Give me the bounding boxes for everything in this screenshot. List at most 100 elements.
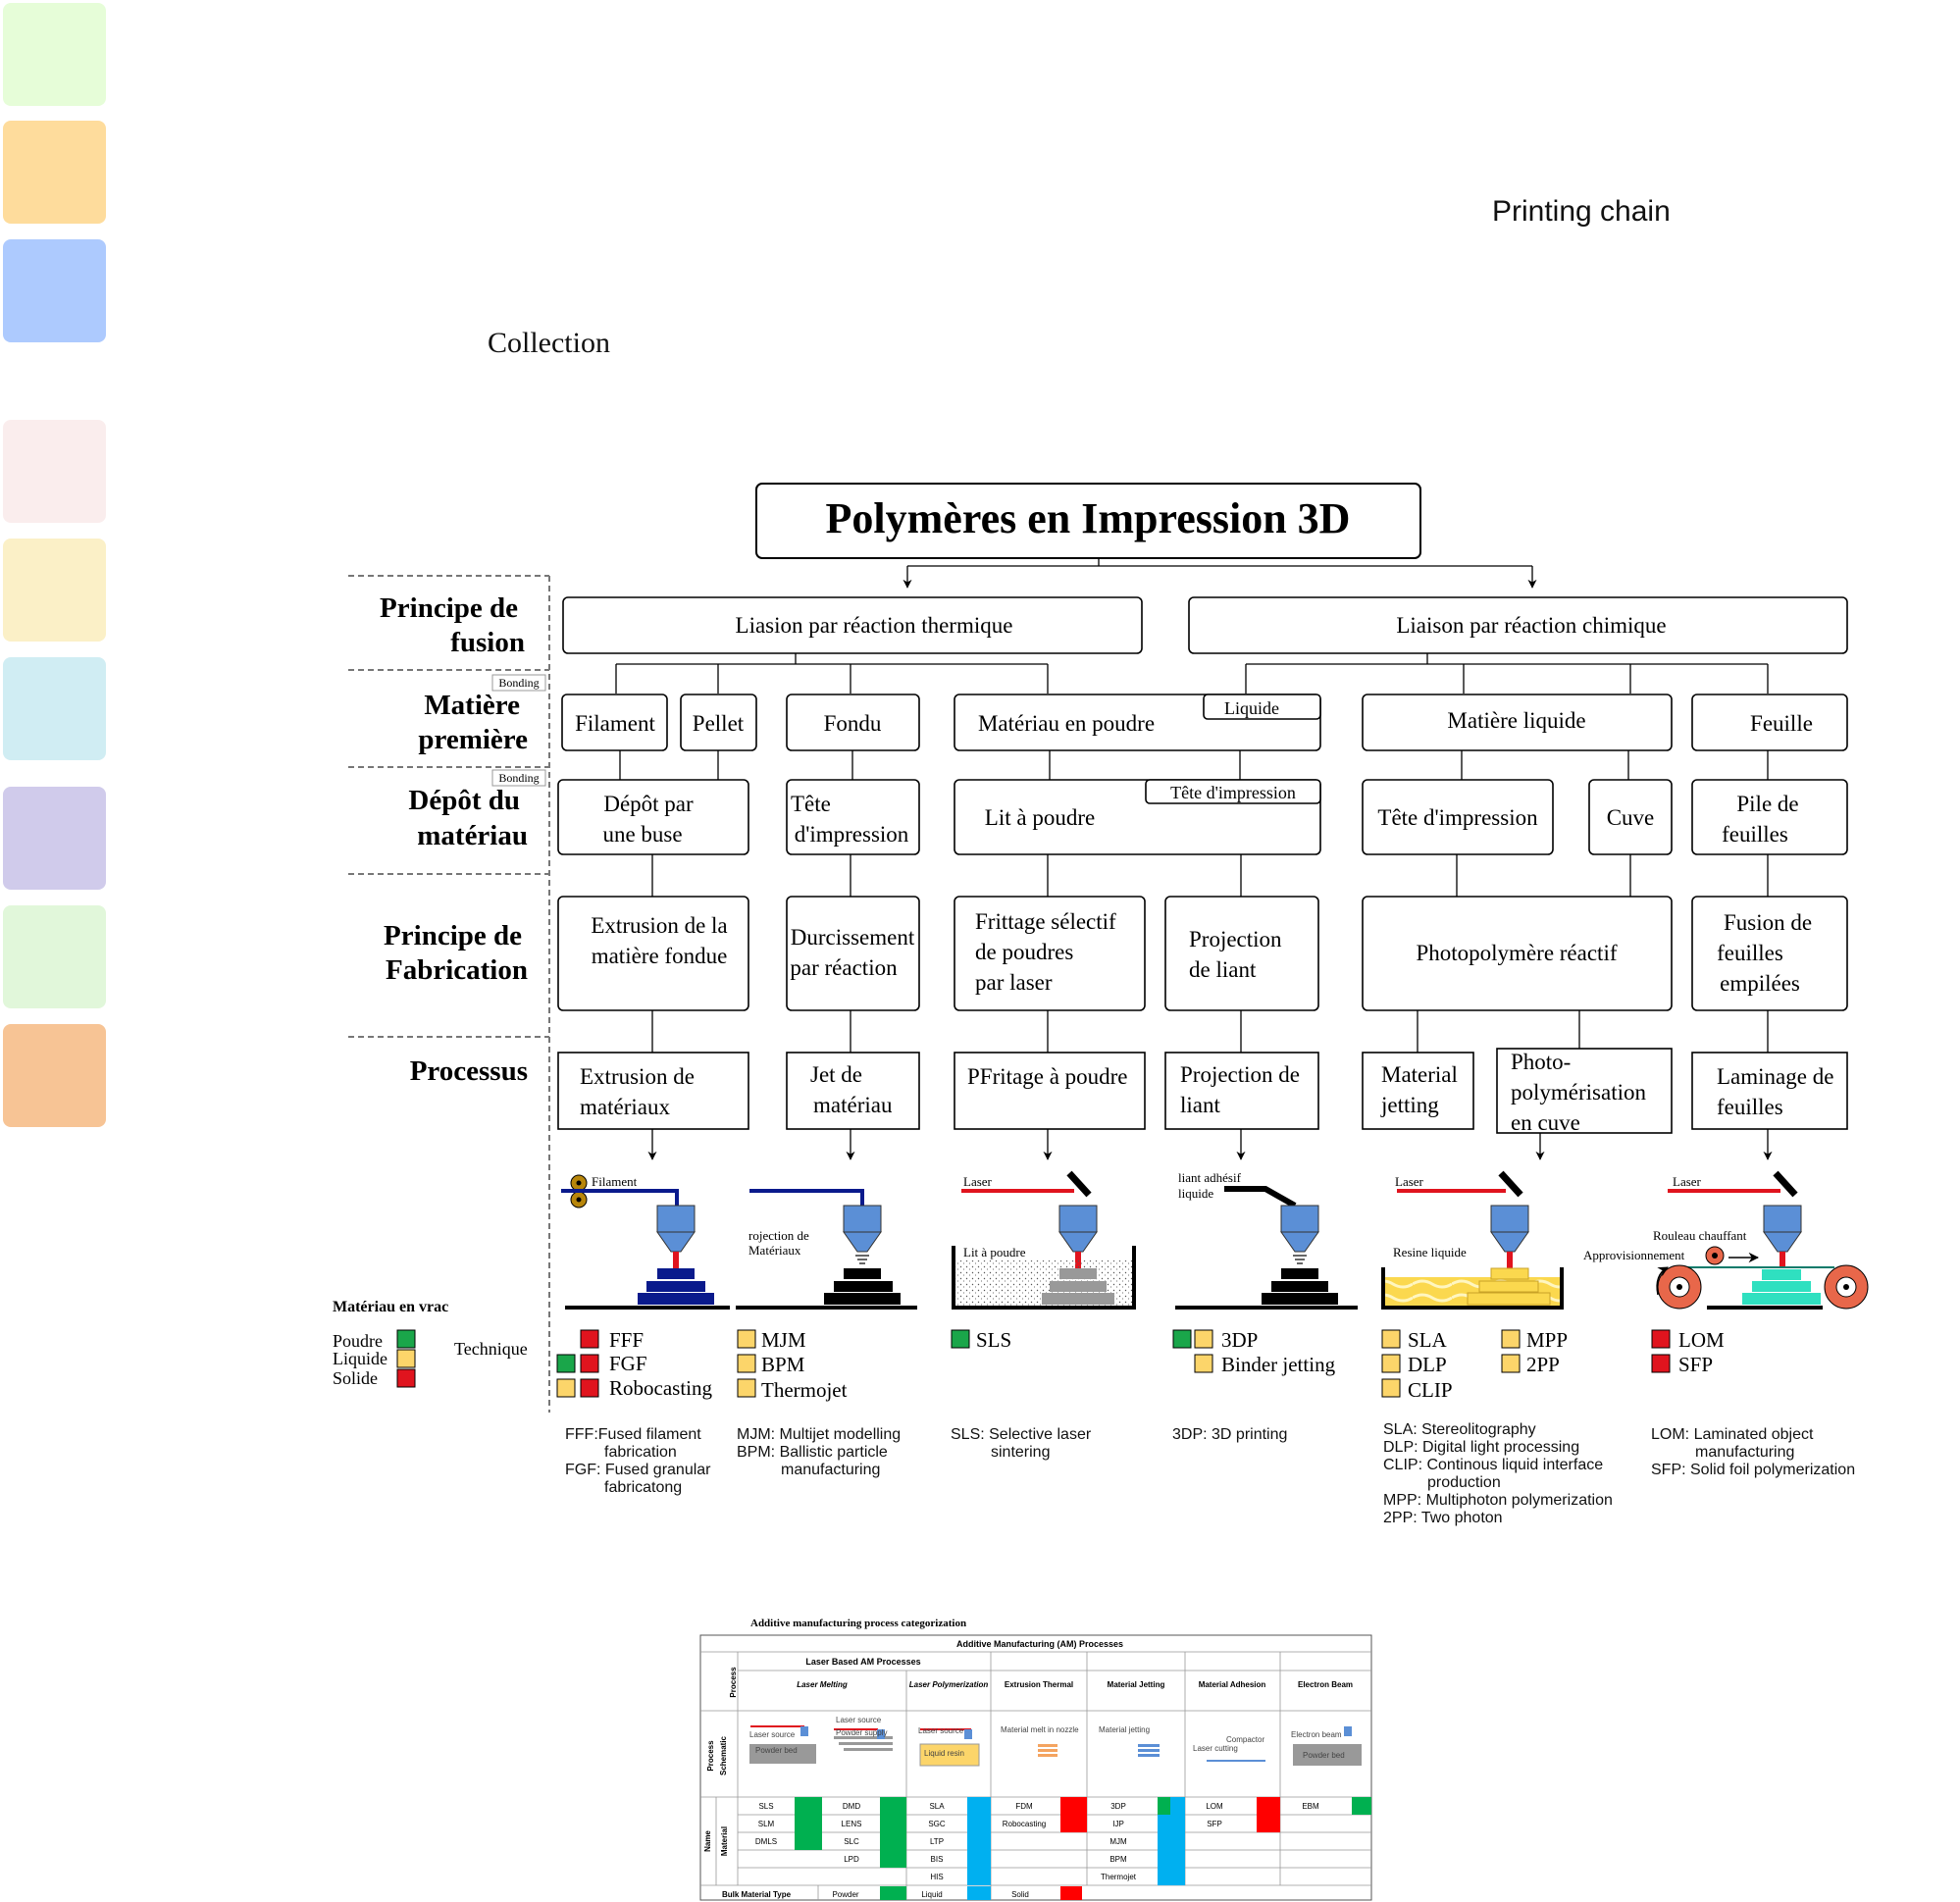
fab-frittage-label-3: par laser — [975, 970, 1053, 995]
tbl-name: EBM — [1302, 1802, 1319, 1811]
row-label-processus: Processus — [410, 1055, 528, 1087]
tech-lom: LOM — [1678, 1328, 1725, 1352]
legend: Matériau en vrac Poudre Liquide Solide T… — [333, 1299, 528, 1388]
row-label-fabrication-2: Fabrication — [386, 954, 528, 986]
branch-thermique-label: Liasion par réaction thermique — [736, 613, 1013, 638]
proc-photopoly-label-1: Photo- — [1511, 1050, 1571, 1074]
sch-label: Powder bed — [1303, 1751, 1345, 1760]
fn-photo-1: SLA: Stereolitography — [1383, 1421, 1536, 1438]
fab-fusion-label-2: feuilles — [1717, 941, 1783, 965]
tech-liquide-swatch — [556, 1378, 576, 1398]
tbl-name: Robocasting — [1003, 1820, 1046, 1828]
depot-pile-label-2: feuilles — [1722, 822, 1788, 847]
proc-extrusion-label-1: Extrusion de — [580, 1064, 695, 1089]
fab-projection-box — [1164, 896, 1319, 1011]
depot-tete-tag-label: Tête d'impression — [1170, 783, 1296, 802]
tbl-bulk-label: Bulk Material Type — [722, 1890, 792, 1899]
sch-label: Powder supply — [836, 1728, 887, 1737]
tech-liquide-swatch — [1194, 1354, 1213, 1373]
tech-solide-swatch — [1651, 1354, 1671, 1373]
tbl-name: LOM — [1206, 1802, 1223, 1811]
tech-liquide-swatch — [737, 1354, 756, 1373]
table-header: Additive Manufacturing (AM) Processes — [956, 1639, 1123, 1649]
tbl-name: LENS — [842, 1820, 862, 1828]
proc-laminage-label-2: feuilles — [1717, 1095, 1783, 1119]
proc-laminage-box — [1691, 1052, 1848, 1130]
fab-fusion-label-3: empilées — [1720, 971, 1800, 996]
sch-label: Laser source — [749, 1730, 796, 1739]
color-swatch[interactable] — [3, 3, 106, 106]
color-swatch[interactable] — [3, 905, 106, 1008]
legend-solide: Solide — [333, 1368, 378, 1388]
tbl-name: MJM — [1109, 1837, 1127, 1846]
table-mat-green — [1158, 1797, 1170, 1815]
illustration-extrusion: Filament — [561, 1174, 730, 1310]
depot-tete-label-2: d'impression — [795, 822, 909, 847]
illustration-sla: Laser Resine liquide — [1381, 1170, 1564, 1310]
table-mat-red — [1257, 1797, 1280, 1832]
matiere-liquide-label: Matière liquide — [1447, 708, 1585, 733]
tech-bpm: BPM — [761, 1353, 805, 1376]
matiere-liquide-tag-label: Liquide — [1224, 698, 1279, 718]
fn-frittage-2: sintering — [991, 1444, 1050, 1461]
tbl-name: SLC — [844, 1837, 859, 1846]
proc-photopoly-label-3: en cuve — [1511, 1110, 1580, 1135]
fn-photo-5: MPP: Multiphoton polymerization — [1383, 1492, 1613, 1509]
row-label-depot-1: Dépôt du — [408, 785, 520, 816]
proc-extrusion-box — [557, 1052, 749, 1130]
proc-pfritage-label: PFritage à poudre — [967, 1064, 1128, 1089]
fn-photo-6: 2PP: Two photon — [1383, 1510, 1503, 1526]
tech-binder-jetting: Binder jetting — [1221, 1353, 1336, 1376]
color-swatch[interactable] — [3, 420, 106, 523]
depot-tete-tag — [1145, 779, 1321, 804]
tech-liquide-swatch — [1381, 1378, 1401, 1398]
tech-liquide-swatch — [737, 1378, 756, 1398]
technique-lists: FFF FGF Robocasting MJM BPM Thermojet SL… — [556, 1328, 1725, 1402]
depot-cuve-label: Cuve — [1607, 805, 1655, 830]
row-label-fusion-2: fusion — [450, 627, 525, 658]
fab-frittage-label-2: de poudres — [975, 940, 1073, 964]
proc-laminage-label-1: Laminage de — [1717, 1064, 1833, 1089]
table-caption: Additive manufacturing process categoriz… — [750, 1618, 966, 1629]
row-label-fabrication-1: Principe de — [384, 920, 522, 951]
color-swatch[interactable] — [3, 539, 106, 642]
fab-fusion-label-1: Fusion de — [1724, 910, 1812, 935]
tech-mpp: MPP — [1526, 1328, 1568, 1352]
title-box — [755, 483, 1421, 559]
tech-liquide-swatch — [1194, 1329, 1213, 1349]
tech-mjm: MJM — [761, 1328, 806, 1352]
bonding-tag — [491, 769, 546, 787]
row-separators — [348, 575, 550, 1413]
tbl-name: FDM — [1015, 1802, 1033, 1811]
branch-thermique-box — [562, 596, 1143, 654]
color-swatch[interactable] — [3, 657, 106, 760]
fn-photo-4: production — [1427, 1474, 1501, 1491]
tech-liquide-swatch — [737, 1329, 756, 1349]
proc-projection-label-2: liant — [1180, 1093, 1220, 1117]
tbl-bulk-red — [1060, 1886, 1082, 1900]
footnotes: FFF:Fused filament fabrication FGF: Fuse… — [565, 1421, 1855, 1526]
tbl-bulk-solid: Solid — [1011, 1890, 1029, 1899]
bonding-tag-label: Bonding — [498, 676, 539, 690]
fab-photo-box — [1362, 896, 1673, 1011]
tbl-name: SFP — [1207, 1820, 1222, 1828]
fab-extrusion-label-1: Extrusion de la — [591, 913, 727, 938]
tech-sfp: SFP — [1678, 1353, 1713, 1376]
tech-solide-swatch — [580, 1378, 599, 1398]
proc-projection-box — [1164, 1052, 1319, 1130]
tech-solide-swatch — [580, 1329, 599, 1349]
legend-solide-swatch — [396, 1368, 416, 1388]
fab-photo-label: Photopolymère réactif — [1416, 941, 1617, 965]
sch-label: Electron beam — [1291, 1730, 1342, 1739]
illus-laser-label: Laser — [963, 1174, 993, 1189]
color-swatch[interactable] — [3, 121, 106, 224]
fab-projection-label-1: Projection — [1189, 927, 1282, 951]
illus-lit-label: Lit à poudre — [963, 1245, 1026, 1259]
table-mat-green — [795, 1797, 822, 1850]
tbl-name: IJP — [1112, 1820, 1124, 1828]
tbl-name: HIS — [930, 1873, 943, 1881]
tech-sla: SLA — [1408, 1328, 1448, 1352]
color-swatch[interactable] — [3, 239, 106, 342]
color-swatch[interactable] — [3, 1024, 106, 1127]
color-swatch[interactable] — [3, 787, 106, 890]
